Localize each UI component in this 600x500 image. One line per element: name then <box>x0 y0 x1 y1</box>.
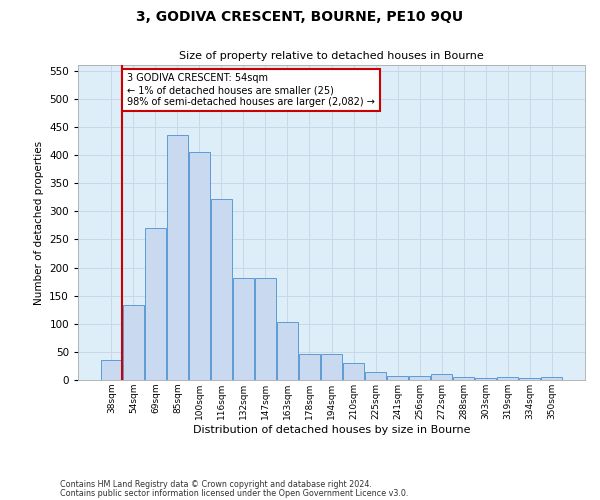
Y-axis label: Number of detached properties: Number of detached properties <box>34 140 44 304</box>
Bar <box>233 278 254 380</box>
Bar <box>321 354 342 380</box>
Bar <box>409 376 430 380</box>
Bar <box>387 376 408 380</box>
Bar <box>123 305 144 380</box>
Bar <box>167 136 188 380</box>
Bar <box>519 378 540 380</box>
Bar <box>453 377 474 380</box>
Bar <box>211 199 232 380</box>
Bar <box>541 377 562 380</box>
Bar <box>431 374 452 380</box>
Bar <box>343 363 364 380</box>
Bar <box>189 152 210 380</box>
Text: Contains HM Land Registry data © Crown copyright and database right 2024.: Contains HM Land Registry data © Crown c… <box>60 480 372 489</box>
Bar <box>365 372 386 380</box>
Title: Size of property relative to detached houses in Bourne: Size of property relative to detached ho… <box>179 52 484 62</box>
Bar <box>497 377 518 380</box>
Text: 3 GODIVA CRESCENT: 54sqm
← 1% of detached houses are smaller (25)
98% of semi-de: 3 GODIVA CRESCENT: 54sqm ← 1% of detache… <box>127 74 375 106</box>
Bar <box>101 360 122 380</box>
Bar <box>277 322 298 380</box>
X-axis label: Distribution of detached houses by size in Bourne: Distribution of detached houses by size … <box>193 424 470 434</box>
Text: 3, GODIVA CRESCENT, BOURNE, PE10 9QU: 3, GODIVA CRESCENT, BOURNE, PE10 9QU <box>136 10 464 24</box>
Bar <box>145 228 166 380</box>
Bar <box>475 378 496 380</box>
Bar <box>299 354 320 380</box>
Text: Contains public sector information licensed under the Open Government Licence v3: Contains public sector information licen… <box>60 489 409 498</box>
Bar <box>255 278 276 380</box>
